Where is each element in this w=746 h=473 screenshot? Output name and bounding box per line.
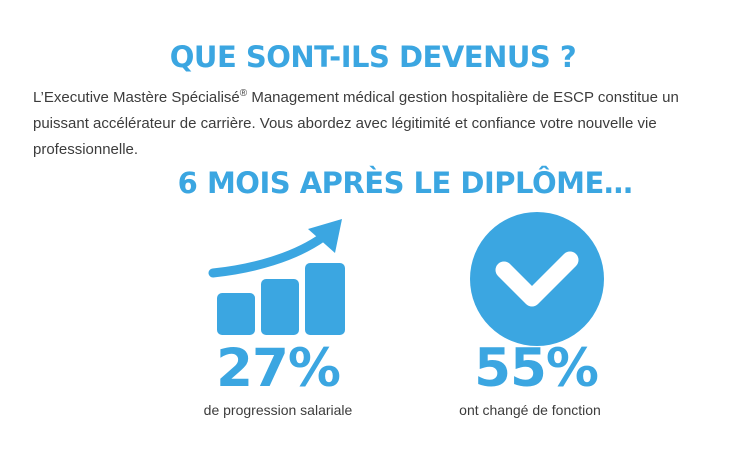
salary-progression-caption: de progression salariale xyxy=(203,402,353,418)
intro-text-end: Management médical gestion hospitalière … xyxy=(33,89,679,158)
function-change-caption: ont changé de fonction xyxy=(459,402,601,418)
check-circle-icon xyxy=(470,212,604,346)
registered-mark: ® xyxy=(239,88,248,99)
function-change-value: 55% xyxy=(474,338,599,399)
section-subtitle: 6 MOIS APRÈS LE DIPLÔME… xyxy=(177,166,633,200)
page-title: QUE SONT-ILS DEVENUS ? xyxy=(169,40,577,74)
salary-progression-value: 27% xyxy=(216,338,341,399)
intro-paragraph: L’Executive Mastère Spécialisé® Manageme… xyxy=(33,85,723,163)
intro-text-start: L’Executive Mastère Spécialisé xyxy=(33,89,240,106)
growth-chart-icon xyxy=(205,213,349,337)
